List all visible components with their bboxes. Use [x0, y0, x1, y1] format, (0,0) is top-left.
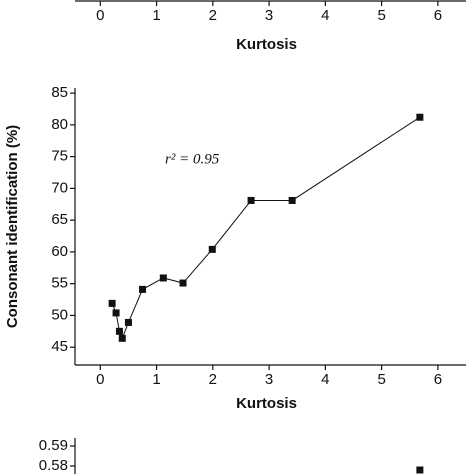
data-point	[416, 113, 424, 121]
x-tick-label: 3	[265, 7, 273, 24]
data-point	[416, 466, 424, 474]
data-point	[208, 245, 216, 253]
y-tick-label: 65	[51, 211, 68, 228]
y-tick-label: 50	[51, 306, 68, 323]
data-point	[179, 279, 187, 287]
y-tick-label: 0.59	[39, 437, 68, 454]
data-point	[108, 299, 116, 307]
x-tick-label: 1	[152, 7, 160, 24]
data-point	[139, 285, 147, 293]
data-point	[118, 334, 126, 342]
y-tick-label: 85	[51, 84, 68, 101]
data-point	[288, 196, 296, 204]
x-tick-label: 5	[377, 371, 385, 388]
x-tick-label: 0	[96, 371, 104, 388]
x-tick-label: 3	[265, 371, 273, 388]
y-tick-label: 70	[51, 179, 68, 196]
x-tick-label: 5	[377, 7, 385, 24]
x-tick-label: 6	[434, 371, 442, 388]
y-tick-label: 60	[51, 243, 68, 260]
x-axis-label: Kurtosis	[236, 36, 297, 53]
x-axis-label: Kurtosis	[236, 395, 297, 412]
data-point	[112, 309, 120, 317]
x-tick-label: 2	[209, 371, 217, 388]
y-tick-label: 80	[51, 116, 68, 133]
x-tick-label: 0	[96, 7, 104, 24]
data-point	[124, 318, 132, 326]
x-tick-label: 4	[321, 371, 329, 388]
y-axis-label: Consonant identification (%)	[4, 125, 21, 328]
y-tick-label: 75	[51, 148, 68, 165]
y-tick-label: 0.58	[39, 457, 68, 474]
annotation: r² = 0.95	[165, 151, 220, 167]
data-point	[247, 196, 255, 204]
y-tick-label: 55	[51, 275, 68, 292]
x-tick-label: 2	[209, 7, 217, 24]
x-tick-label: 1	[152, 371, 160, 388]
x-tick-label: 4	[321, 7, 329, 24]
data-point	[115, 327, 123, 335]
series-line	[111, 116, 421, 340]
data-point	[159, 274, 167, 282]
y-tick-label: 45	[51, 338, 68, 355]
x-tick-label: 6	[434, 7, 442, 24]
